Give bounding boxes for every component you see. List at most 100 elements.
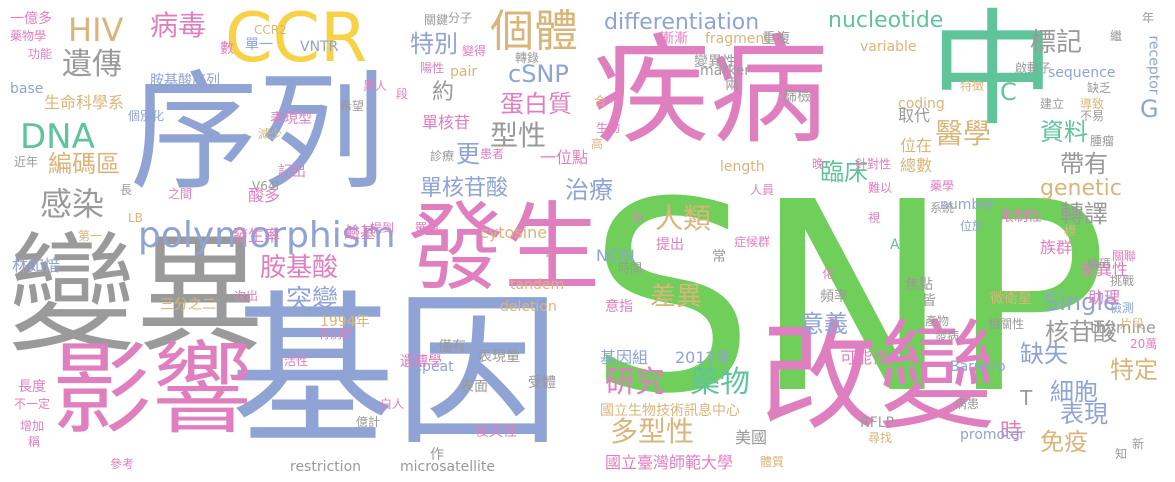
- cloud-word: 記出: [278, 164, 306, 180]
- cloud-word: receptor: [1145, 35, 1162, 95]
- cloud-word: 數: [220, 41, 234, 57]
- cloud-word: microsatellite: [400, 459, 495, 475]
- cloud-word: 三分之二: [160, 297, 216, 313]
- cloud-word: 減少: [258, 127, 283, 141]
- cloud-word: 第一: [78, 229, 103, 243]
- cloud-word: repeat: [408, 359, 454, 375]
- cloud-word: Single: [1044, 288, 1118, 316]
- cloud-word: 細胞: [1050, 378, 1098, 406]
- cloud-word: 次出: [234, 289, 259, 303]
- cloud-word: 受體: [528, 375, 556, 391]
- cloud-word: 針對性: [855, 157, 892, 171]
- cloud-word: 微衛星: [990, 291, 1032, 307]
- cloud-word: 個體: [490, 6, 578, 57]
- cloud-word: 人員: [750, 183, 775, 197]
- cloud-word: 中: [930, 0, 1055, 143]
- cloud-word: 酸多: [248, 186, 281, 205]
- cloud-word: 標: [1064, 224, 1077, 238]
- cloud-word: 位於: [960, 219, 985, 233]
- cloud-word: A: [890, 237, 900, 253]
- cloud-word: 表現: [1060, 400, 1108, 428]
- cloud-word: HIV: [68, 11, 124, 49]
- cloud-word: 更: [456, 140, 480, 168]
- cloud-word: number: [940, 197, 995, 213]
- cloud-word: CCR2: [254, 23, 287, 37]
- cloud-word: 關聯: [1112, 249, 1137, 263]
- cloud-word: 挑戰: [1110, 274, 1135, 288]
- cloud-word: 稱: [28, 435, 41, 449]
- cloud-word: promoter: [960, 427, 1025, 443]
- cloud-word: 段: [396, 87, 409, 101]
- cloud-word: 研究: [605, 365, 665, 400]
- cloud-word: 有別於: [318, 327, 355, 341]
- cloud-word: 增加: [20, 419, 45, 433]
- cloud-word: 片段: [1120, 317, 1145, 331]
- cloud-word: 變異: [8, 221, 265, 370]
- cloud-word: CCR: [225, 0, 368, 78]
- cloud-word: length: [720, 159, 765, 175]
- cloud-word: 提到: [370, 221, 395, 235]
- cloud-word: 表面: [460, 379, 488, 395]
- cloud-word: 遺傳學: [400, 354, 442, 370]
- cloud-word: 多型性: [610, 415, 695, 448]
- cloud-word: 編碼區: [48, 150, 120, 178]
- cloud-word: 晚: [812, 157, 825, 171]
- cloud-word: 分子: [448, 11, 473, 25]
- cloud-word: 發生: [408, 192, 600, 304]
- cloud-word: 發生率: [232, 226, 281, 245]
- cloud-word: 林如愔: [12, 256, 61, 275]
- cloud-word: 患者: [480, 147, 505, 161]
- cloud-word: C: [1000, 78, 1017, 106]
- cloud-word: 尋找: [868, 431, 893, 445]
- cloud-word: 約: [432, 80, 455, 105]
- cloud-word: 檢測: [1110, 301, 1135, 315]
- cloud-word: G: [1140, 95, 1159, 123]
- cloud-word: 意義: [800, 310, 848, 338]
- cloud-word: 醫學: [935, 117, 992, 150]
- cloud-word: 表現型: [270, 111, 312, 127]
- cloud-word: 知: [1115, 447, 1128, 461]
- cloud-word: NCBI: [596, 246, 635, 265]
- cloud-word: 2012年: [675, 348, 732, 367]
- cloud-word: 帶有: [1060, 150, 1108, 178]
- cloud-word: 變得: [462, 44, 487, 58]
- cloud-word: 資料: [1040, 118, 1088, 146]
- cloud-word: 頻率: [820, 289, 848, 305]
- cloud-word: 治療: [565, 176, 613, 204]
- cloud-word: 病患: [955, 397, 980, 411]
- cloud-word: 罹患: [415, 221, 440, 235]
- cloud-word: 皆: [922, 293, 936, 309]
- cloud-word: 億計: [356, 415, 381, 429]
- cloud-word: 突變: [286, 285, 339, 315]
- cloud-word: 關鍵: [424, 13, 449, 27]
- cloud-word: 總數: [900, 156, 933, 175]
- cloud-word: deletion: [500, 299, 557, 315]
- cloud-word: 作: [430, 447, 444, 463]
- cloud-word: 生物: [596, 121, 621, 135]
- cloud-word: 20萬: [1130, 337, 1158, 351]
- cloud-word: 新: [1132, 437, 1145, 451]
- cloud-word: 白人: [380, 397, 405, 411]
- cloud-word: thymine: [1090, 318, 1156, 337]
- cloud-word: base: [10, 81, 44, 97]
- cloud-word: 長: [120, 183, 133, 197]
- cloud-word: 發病: [935, 329, 960, 343]
- cloud-word: 一位點: [540, 148, 589, 167]
- cloud-word: genetic: [1040, 176, 1122, 201]
- cloud-word: 鹼基: [344, 223, 377, 242]
- cloud-word: 後天性: [475, 424, 517, 440]
- cloud-word: marker: [700, 63, 750, 79]
- cloud-word: 特徵: [960, 79, 985, 93]
- cloud-word: 時: [1000, 420, 1023, 445]
- cloud-word: 胺基酸: [260, 253, 339, 283]
- cloud-word: SNP: [588, 146, 1109, 451]
- cloud-word: 特定: [1110, 356, 1158, 384]
- cloud-word: 不一定: [14, 397, 51, 411]
- cloud-word: differentiation: [604, 10, 760, 35]
- cloud-word: RFLP: [860, 415, 895, 431]
- cloud-word: 基因: [230, 276, 560, 468]
- cloud-word: 限制性: [1000, 209, 1042, 225]
- cloud-word: Barreiro: [950, 359, 1006, 375]
- cloud-word: 美國: [735, 428, 768, 447]
